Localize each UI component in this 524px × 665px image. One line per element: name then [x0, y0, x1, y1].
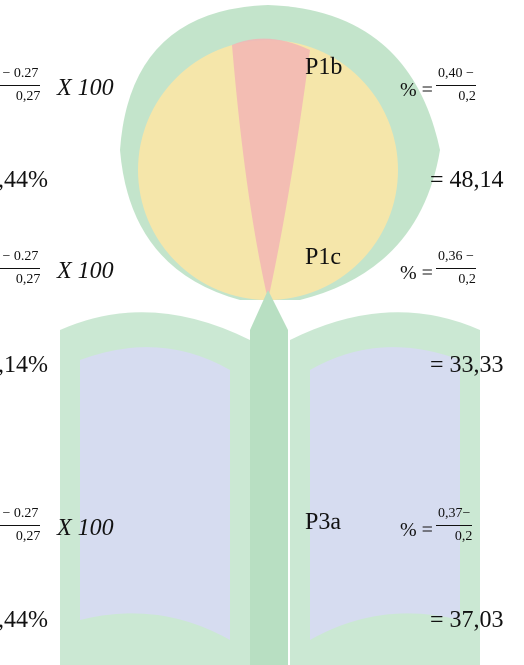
- numerator: 9 − 0.27: [0, 506, 40, 526]
- equation-prefix: % =: [400, 80, 433, 100]
- fraction: 9 − 0.270,27: [0, 66, 40, 105]
- equation-prefix: % =: [400, 263, 433, 283]
- fraction: 0,36 −0,2: [436, 249, 476, 288]
- numerator: 0,40 −: [436, 66, 476, 86]
- numerator: 0,37−: [436, 506, 472, 526]
- page: P1b 9 − 0.270,27 X 100 % = 0,40 −0,2 ,44…: [0, 0, 524, 665]
- row-label: P1b: [305, 55, 342, 79]
- result: ,44%: [0, 168, 48, 192]
- row-label: P1c: [305, 245, 341, 269]
- fraction: 9 − 0.270,27: [0, 506, 40, 545]
- numerator: 0,36 −: [436, 249, 476, 269]
- multiplier: X 100: [57, 76, 114, 100]
- result: = 33,33: [430, 353, 504, 377]
- denominator: 0,2: [436, 269, 476, 288]
- result: = 48,14: [430, 168, 504, 192]
- result: ,44%: [0, 608, 48, 632]
- denominator: 0,27: [0, 526, 40, 545]
- numerator: 9 − 0.27: [0, 66, 40, 86]
- denominator: 0,2: [436, 86, 476, 105]
- result: = 37,03: [430, 608, 504, 632]
- equation-prefix: % =: [400, 520, 433, 540]
- denominator: 0,2: [436, 526, 472, 545]
- multiplier: X 100: [57, 259, 114, 283]
- fraction: 0 − 0.270,27: [0, 249, 40, 288]
- denominator: 0,27: [0, 86, 40, 105]
- fraction: 0,37−0,2: [436, 506, 472, 545]
- row-label: P3a: [305, 510, 341, 534]
- denominator: 0,27: [0, 269, 40, 288]
- numerator: 0 − 0.27: [0, 249, 40, 269]
- multiplier: X 100: [57, 516, 114, 540]
- result: ,14%: [0, 353, 48, 377]
- fraction: 0,40 −0,2: [436, 66, 476, 105]
